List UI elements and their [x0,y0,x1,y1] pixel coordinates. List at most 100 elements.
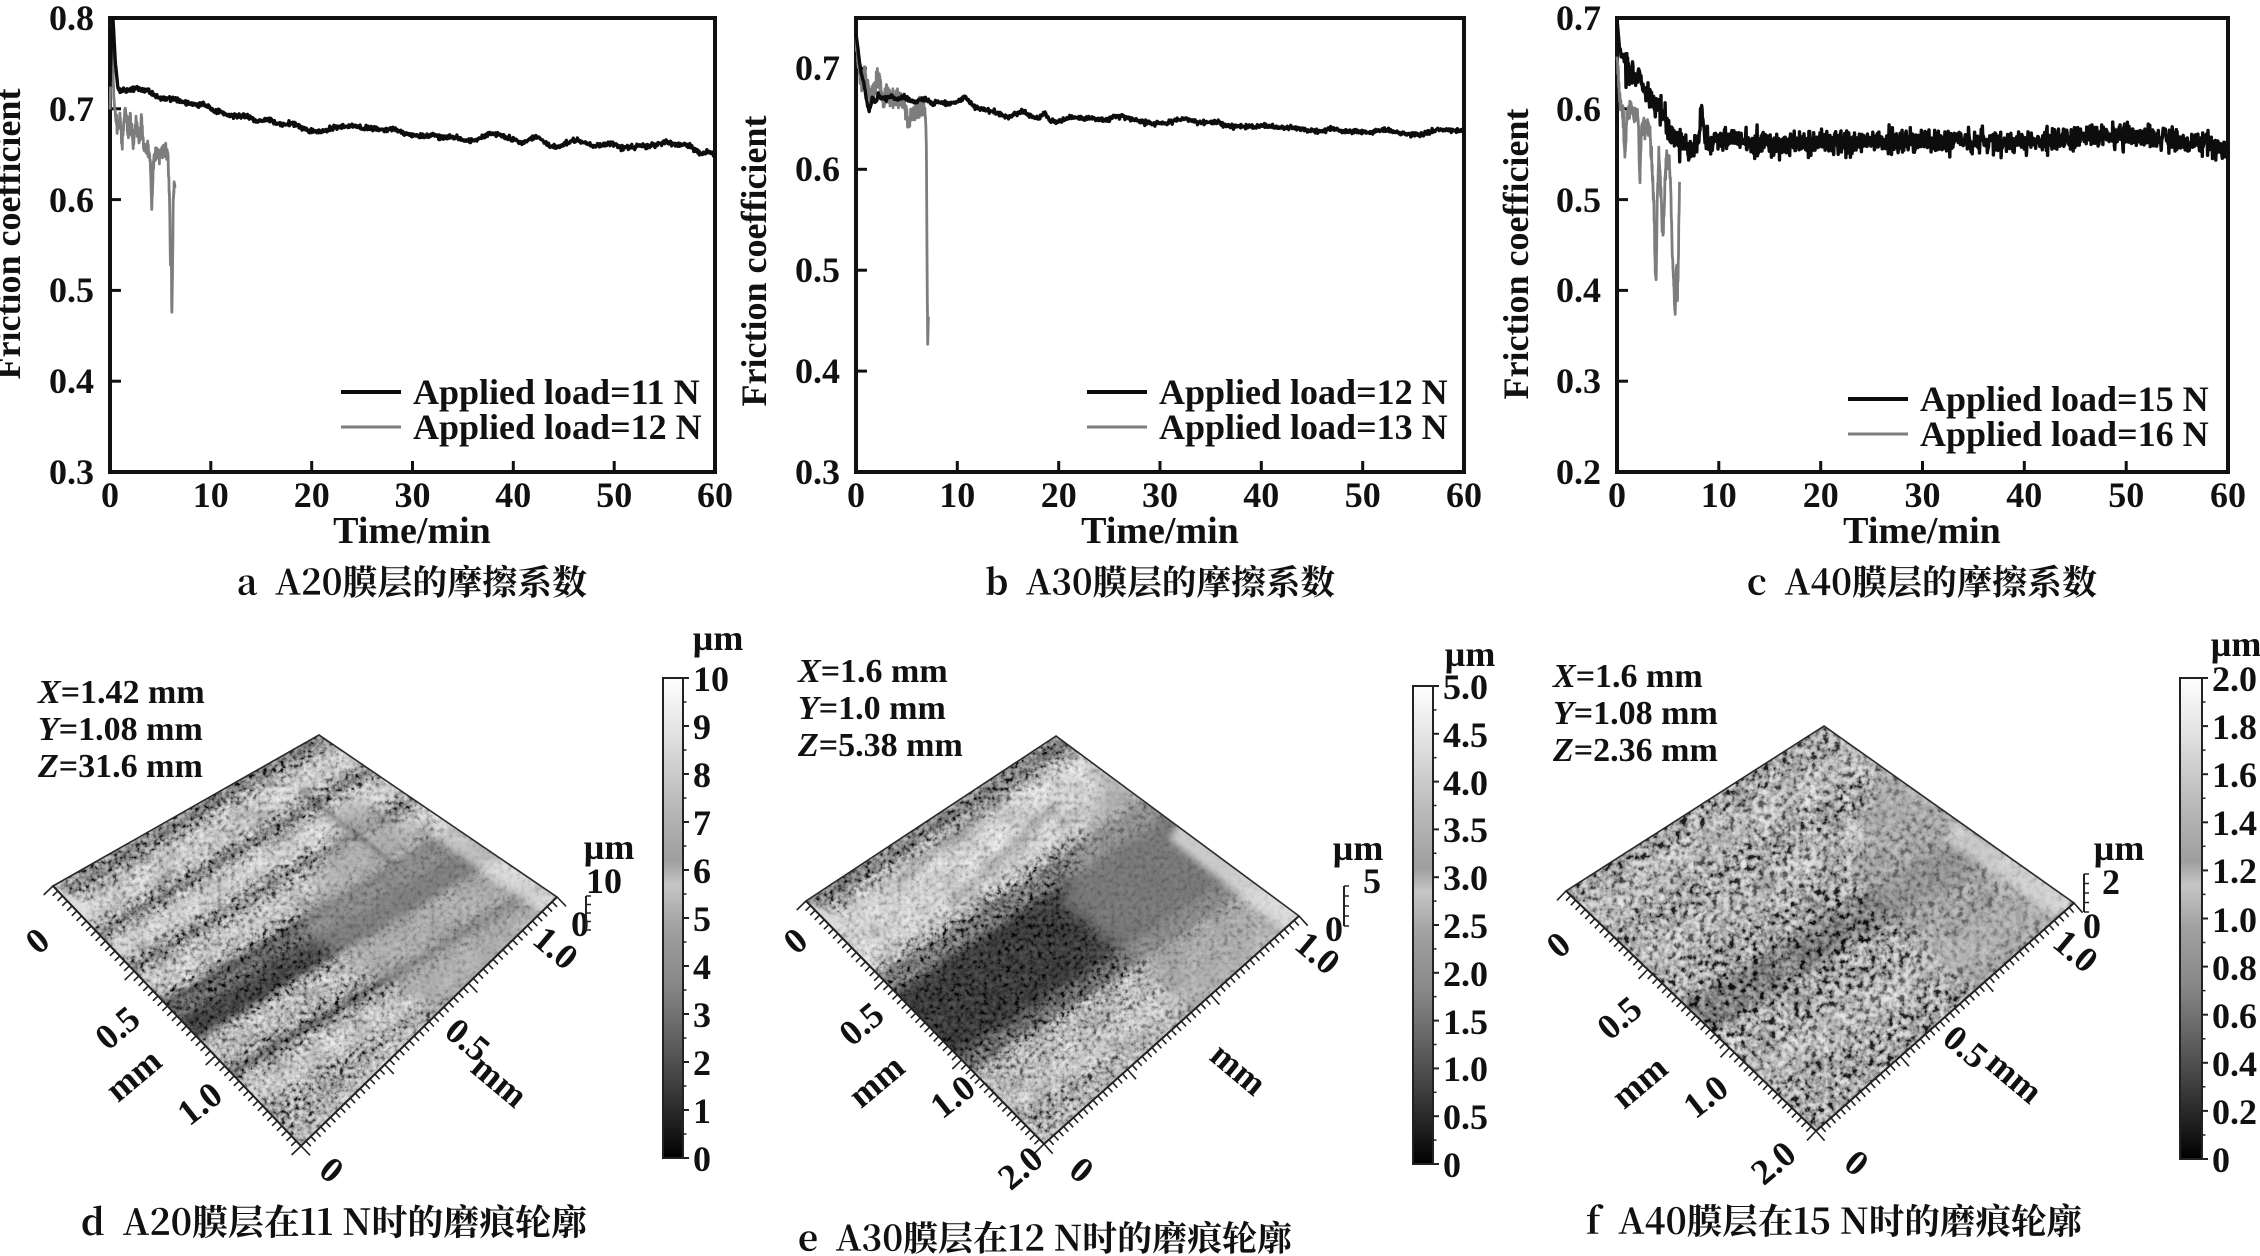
svg-text:0.8: 0.8 [49,0,94,38]
svg-text:0: 0 [693,1139,711,1179]
svg-text:0.7: 0.7 [1556,0,1601,38]
svg-text:Applied load=11 N: Applied load=11 N [413,372,700,412]
svg-text:mm: mm [1603,1047,1675,1116]
svg-text:Friction coefficient: Friction coefficient [1496,109,1536,400]
svg-text:mm: mm [840,1046,912,1115]
svg-text:1.8: 1.8 [2212,707,2257,747]
svg-text:20: 20 [1803,475,1839,515]
svg-text:µm: µm [693,618,744,658]
svg-text:1.5: 1.5 [1443,1002,1488,1042]
svg-text:8: 8 [693,755,711,795]
svg-text:0.8: 0.8 [2212,948,2257,988]
svg-text:1.4: 1.4 [2212,803,2257,843]
svg-text:0: 0 [571,904,589,944]
svg-text:2.5: 2.5 [1443,906,1488,946]
svg-text:30: 30 [1142,475,1178,515]
svg-text:2: 2 [2102,862,2120,902]
svg-text:0.6: 0.6 [49,180,94,220]
svg-text:0.3: 0.3 [49,452,94,492]
svg-text:0.3: 0.3 [1556,361,1601,401]
svg-text:5: 5 [693,899,711,939]
svg-text:µm: µm [584,827,635,867]
svg-text:10: 10 [1701,475,1737,515]
svg-text:Z=5.38 mm: Z=5.38 mm [797,727,963,764]
svg-text:X=1.6 mm: X=1.6 mm [1552,658,1703,695]
svg-text:0.6: 0.6 [2212,996,2257,1036]
svg-text:1: 1 [693,1091,711,1131]
svg-text:Y=1.0 mm: Y=1.0 mm [798,690,946,727]
svg-text:0.6: 0.6 [1556,89,1601,129]
svg-text:Friction coefficient: Friction coefficient [0,89,28,380]
svg-text:0.4: 0.4 [795,351,840,391]
svg-text:4.0: 4.0 [1443,763,1488,803]
svg-text:µm: µm [1445,634,1496,674]
svg-text:µm: µm [2211,624,2260,664]
svg-text:X=1.6 mm: X=1.6 mm [797,653,948,690]
svg-text:5.0: 5.0 [1443,667,1488,707]
svg-text:60: 60 [1446,475,1482,515]
svg-text:1.0: 1.0 [2212,900,2257,940]
svg-text:0.5: 0.5 [49,270,94,310]
svg-text:0: 0 [1837,1142,1877,1184]
svg-text:Applied load=12 N: Applied load=12 N [413,407,702,447]
svg-text:0.7: 0.7 [49,89,94,129]
svg-text:Applied load=16 N: Applied load=16 N [1920,414,2209,454]
svg-text:7: 7 [693,803,711,843]
svg-text:Z=2.36 mm: Z=2.36 mm [1552,732,1718,769]
svg-text:20: 20 [294,475,330,515]
svg-text:60: 60 [697,475,733,515]
svg-text:40: 40 [495,475,531,515]
svg-text:Time/min: Time/min [1843,510,2001,552]
svg-text:30: 30 [1905,475,1941,515]
svg-text:30: 30 [395,475,431,515]
svg-text:50: 50 [2108,475,2144,515]
svg-text:0.3: 0.3 [795,452,840,492]
svg-text:1.0: 1.0 [1676,1067,1736,1126]
svg-text:5: 5 [1363,861,1381,901]
svg-text:10: 10 [693,659,729,699]
svg-text:2.0: 2.0 [1743,1133,1803,1193]
svg-text:4.5: 4.5 [1443,715,1488,755]
svg-text:50: 50 [1345,475,1381,515]
svg-text:50: 50 [596,475,632,515]
svg-text:0: 0 [18,920,58,962]
svg-text:0: 0 [776,920,816,962]
svg-text:1.2: 1.2 [2212,851,2257,891]
svg-text:Y=1.08 mm: Y=1.08 mm [1553,695,1718,732]
svg-text:10: 10 [939,475,975,515]
svg-text:Time/min: Time/min [1081,510,1239,552]
svg-text:2.0: 2.0 [1443,954,1488,994]
svg-text:0.5: 0.5 [1556,180,1601,220]
svg-text:60: 60 [2210,475,2246,515]
svg-text:Y=1.08 mm: Y=1.08 mm [38,711,203,748]
svg-text:0.5: 0.5 [831,994,891,1054]
svg-text:Applied load=13 N: Applied load=13 N [1159,407,1448,447]
svg-text:3.5: 3.5 [1443,810,1488,850]
svg-text:1.0: 1.0 [170,1074,230,1133]
svg-text:2: 2 [693,1043,711,1083]
svg-text:40: 40 [2006,475,2042,515]
svg-text:0: 0 [2083,906,2101,946]
svg-text:0.6: 0.6 [795,149,840,189]
svg-text:40: 40 [1243,475,1279,515]
svg-text:3: 3 [693,995,711,1035]
svg-text:Z=31.6 mm: Z=31.6 mm [37,748,203,785]
svg-text:9: 9 [693,707,711,747]
svg-text:Time/min: Time/min [333,510,491,552]
svg-text:0.5: 0.5 [1443,1097,1488,1137]
svg-text:0: 0 [1062,1149,1102,1191]
svg-text:0: 0 [312,1149,352,1191]
svg-text:0.5: 0.5 [795,250,840,290]
svg-text:0.2: 0.2 [1556,452,1601,492]
svg-text:0: 0 [1608,475,1626,515]
svg-text:µm: µm [2094,828,2145,868]
svg-text:0.2: 0.2 [2212,1092,2257,1132]
svg-text:10: 10 [586,861,622,901]
svg-text:0.7: 0.7 [795,48,840,88]
svg-text:0: 0 [2212,1140,2230,1180]
svg-text:1.6: 1.6 [2212,755,2257,795]
svg-text:0.4: 0.4 [1556,270,1601,310]
svg-text:2.0: 2.0 [2212,659,2257,699]
svg-text:0: 0 [1325,909,1343,949]
svg-text:0: 0 [1539,924,1579,966]
